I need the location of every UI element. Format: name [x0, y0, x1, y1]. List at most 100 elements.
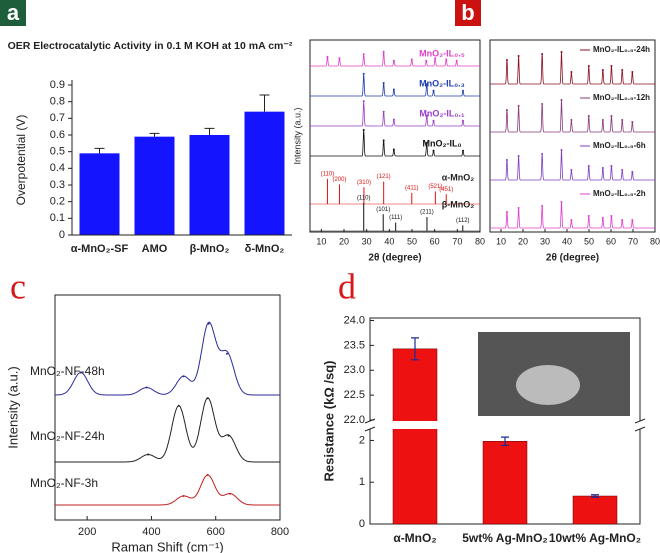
peak — [610, 215, 613, 217]
bar — [79, 153, 120, 235]
trace-label: MnO₂-NF-48h — [30, 364, 105, 378]
peak — [432, 119, 435, 122]
y-tick-label: 23.0 — [344, 364, 365, 376]
x-axis-label: Raman Shift (cm⁻¹) — [111, 539, 223, 553]
chart-title: OER Electrocatalytic Activity in 0.1 M K… — [8, 40, 293, 52]
spectrum — [490, 51, 655, 85]
spectrum — [310, 129, 480, 157]
peak — [425, 83, 428, 86]
spectrum — [310, 73, 480, 97]
x-tick-label: 40 — [562, 236, 572, 246]
bar — [244, 111, 285, 235]
peak — [587, 215, 590, 217]
peak — [517, 207, 520, 209]
x-tick-label: α-MnO₂-SF — [71, 243, 129, 255]
peak — [462, 149, 464, 152]
hkl-label: (110) — [357, 196, 371, 202]
x-tick-label: 80 — [650, 236, 660, 246]
panel-label-box — [0, 0, 26, 26]
y-tick-label: 0.1 — [50, 212, 65, 224]
panel-label-box — [455, 0, 481, 26]
x-tick-label: 80 — [475, 236, 485, 246]
peak — [79, 371, 82, 374]
peak — [147, 453, 150, 456]
peak — [570, 169, 573, 171]
trace-label: MnO₂-IL₀.₁ — [419, 108, 465, 118]
peak — [225, 352, 228, 355]
peak — [621, 219, 624, 221]
peak — [392, 88, 395, 91]
spectrum — [310, 51, 480, 67]
panel-label: d — [338, 266, 356, 306]
x-tick-label: 40 — [384, 236, 394, 246]
y-axis-label: Resistance (kΩ /sq) — [321, 361, 336, 482]
x-tick-label: 50 — [584, 236, 594, 246]
legend-label: MnO₂-IL₀.₅-24h — [593, 45, 650, 54]
x-tick-label: 70 — [452, 236, 462, 246]
peak — [229, 492, 232, 495]
bar — [572, 495, 618, 525]
peak — [587, 115, 590, 117]
spectrum — [310, 101, 480, 127]
peak — [462, 119, 464, 122]
plot-frame — [54, 294, 281, 521]
peak — [631, 121, 634, 123]
peak — [621, 119, 624, 121]
hkl-label: (121) — [377, 174, 391, 180]
hkl-label: (110) — [321, 171, 335, 177]
spectrum — [490, 149, 655, 181]
y-tick-label: 23.5 — [344, 339, 365, 351]
peak — [338, 57, 341, 60]
peak — [621, 69, 624, 71]
x-axis-label: 2θ (degree) — [368, 253, 421, 264]
x-tick-label: 5wt% Ag-MnO₂ — [462, 531, 548, 545]
peak — [227, 434, 230, 437]
y-axis-label: Overpotential (V) — [14, 115, 28, 206]
peak — [631, 71, 634, 73]
x-tick-label: 30 — [540, 236, 550, 246]
peak — [601, 217, 604, 219]
panel-label: c — [10, 266, 26, 306]
error-bar — [149, 132, 160, 137]
peak — [601, 167, 604, 169]
peak — [182, 375, 185, 378]
spectrum — [55, 474, 280, 506]
y-tick-label: 24.0 — [344, 314, 365, 326]
y-axis-label: Intensity (a.u.) — [292, 107, 302, 164]
y-axis-label: Intensity (a.u.) — [5, 366, 20, 448]
x-tick-label: 400 — [142, 526, 160, 538]
hkl-label: (200) — [332, 177, 346, 183]
hkl-label: (521) — [428, 184, 442, 190]
y-tick-label: 22.0 — [344, 414, 365, 426]
y-tick-label: 2 — [359, 434, 365, 446]
peak — [382, 110, 385, 113]
y-tick-label: 1 — [359, 476, 365, 488]
trace-label: MnO₂-IL₀ — [422, 138, 461, 148]
ref-label: β-MnO₂ — [442, 199, 474, 209]
x-tick-label: 20 — [518, 236, 528, 246]
axes — [71, 80, 292, 236]
peak — [505, 59, 508, 61]
error-bar — [411, 337, 419, 361]
peak — [392, 59, 395, 62]
spectrum — [55, 321, 280, 396]
peak — [425, 59, 428, 62]
peak — [601, 119, 604, 121]
x-tick-label: 30 — [362, 236, 372, 246]
peak — [517, 55, 520, 57]
peak — [434, 57, 437, 60]
break-marks — [364, 418, 646, 432]
y-tick-label: 0.9 — [50, 79, 65, 91]
x-tick-label: 600 — [207, 526, 225, 538]
peak — [610, 65, 613, 67]
peak — [382, 139, 385, 142]
legend-label: MnO₂-IL₀.₅-6h — [593, 141, 646, 150]
peak — [560, 99, 563, 101]
spectrum — [490, 201, 655, 229]
peak — [560, 149, 563, 151]
peak — [541, 153, 544, 155]
peak — [392, 148, 395, 151]
bar — [392, 348, 438, 525]
peak — [587, 165, 590, 167]
